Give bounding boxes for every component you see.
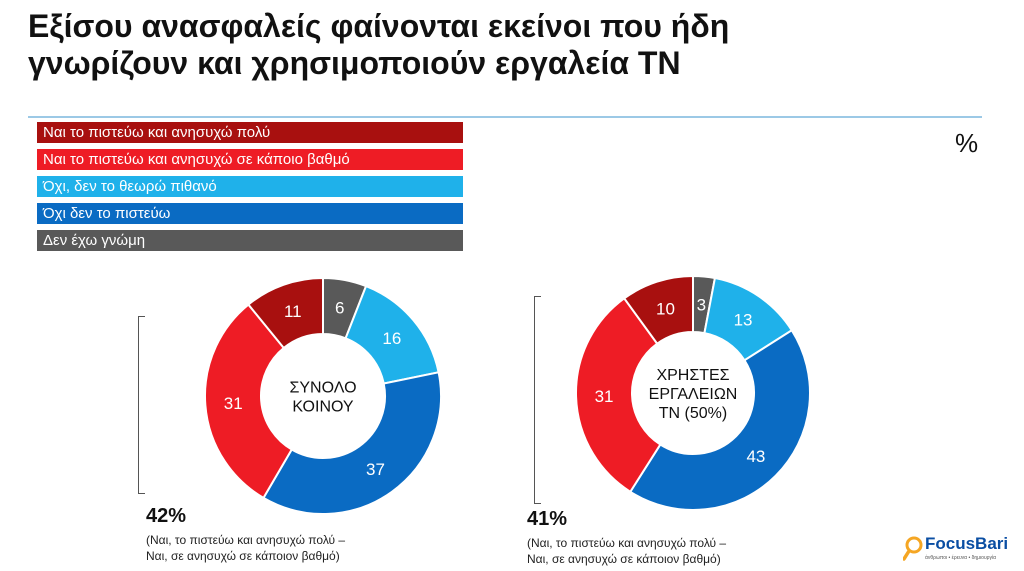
summary-note-line-1: (Ναι, το πιστεύω και ανησυχώ πολύ – [146, 533, 346, 547]
legend-item-somewhat-worried: Ναι το πιστεύω και ανησυχώ σε κάποιο βαθ… [37, 149, 463, 170]
legend-item-very-worried: Ναι το πιστεύω και ανησυχώ πολύ [37, 122, 463, 143]
summary-value-total: 42% [146, 505, 187, 527]
slice-very-worried [247, 276, 324, 350]
magnifier-icon [903, 536, 923, 561]
slice-label-very-worried: 10 [656, 299, 675, 318]
donut-ai-users: 3 13 43 31 10 ΧΡΗΣΤΕΣ ΕΡΓΑΛΕΙΩΝ ΤΝ (50%) [575, 274, 811, 511]
legend-item-dont-believe: Όχι δεν το πιστεύω [37, 203, 463, 224]
summary-note-line-2: Ναι, σε ανησυχώ σε κάποιον βαθμό) [146, 549, 340, 563]
summary-note-line-2: Ναι, σε ανησυχώ σε κάποιον βαθμό) [527, 552, 721, 566]
summary-note-line-1: (Ναι, το πιστεύω και ανησυχώ πολύ – [527, 536, 727, 550]
summary-note-users: (Ναι, το πιστεύω και ανησυχώ πολύ – Ναι,… [527, 535, 726, 567]
summary-bracket-left [138, 316, 145, 494]
center-label-line: ΕΡΓΑΛΕΙΩΝ [649, 386, 738, 403]
slice-label-not-likely: 16 [382, 329, 401, 348]
slice-dont-believe [262, 371, 442, 515]
center-label-line: ΧΡΗΣΤΕΣ [656, 367, 729, 384]
unit-label: % [955, 128, 979, 158]
title-line-1: Εξίσου ανασφαλείς φαίνονται εκείνοι που … [28, 8, 730, 44]
slice-label-dont-believe: 43 [746, 447, 765, 466]
slice-somewhat-worried [575, 296, 662, 494]
slice-label-not-likely: 13 [734, 310, 753, 329]
slice-label-no-opinion: 3 [697, 295, 706, 314]
center-label-line: ΣΥΝΟΛΟ [289, 380, 356, 397]
logo-name: FocusBari [925, 534, 1009, 553]
slice-dont-believe [628, 328, 811, 511]
title-line-2: γνωρίζουν και χρησιμοποιούν εργαλεία ΤΝ [28, 45, 681, 81]
legend: Ναι το πιστεύω και ανησυχώ πολύ Ναι το π… [37, 122, 463, 257]
logo-tagline: άνθρωποι • έρευνα • δημιουργία [925, 555, 997, 561]
slice-label-dont-believe: 37 [366, 460, 385, 479]
slice-very-worried [622, 274, 694, 346]
slice-somewhat-worried [204, 303, 294, 500]
summary-bracket-right [534, 296, 541, 504]
slice-label-somewhat-worried: 31 [224, 394, 243, 413]
slice-label-no-opinion: 6 [335, 299, 344, 318]
summary-note-total: (Ναι, το πιστεύω και ανησυχώ πολύ – Ναι,… [146, 532, 345, 564]
center-label-line: ΚΟΙΝΟΥ [292, 399, 354, 416]
legend-item-not-likely: Όχι, δεν το θεωρώ πιθανό [37, 176, 463, 197]
page-title: Εξίσου ανασφαλείς φαίνονται εκείνοι που … [28, 8, 928, 82]
focusbari-logo: FocusBari άνθρωποι • έρευνα • δημιουργία [903, 533, 1018, 567]
center-label-line: ΤΝ (50%) [659, 405, 727, 422]
legend-item-no-opinion: Δεν έχω γνώμη [37, 230, 463, 251]
title-divider [28, 116, 982, 118]
donut-total-public: 6 16 37 31 11 ΣΥΝΟΛΟ ΚΟΙΝΟΥ [204, 276, 442, 515]
summary-value-users: 41% [527, 508, 568, 530]
slice-label-very-worried: 11 [284, 302, 302, 321]
slice-label-somewhat-worried: 31 [595, 387, 614, 406]
